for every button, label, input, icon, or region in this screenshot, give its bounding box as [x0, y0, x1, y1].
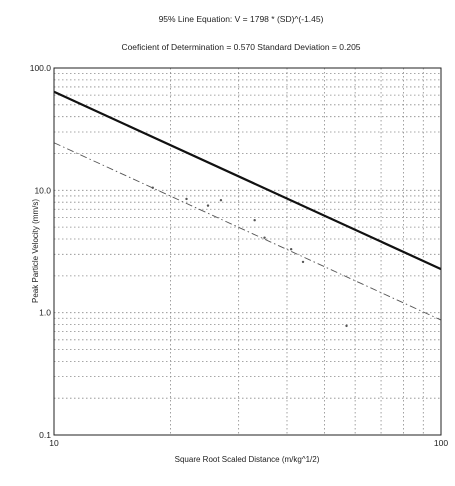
y-tick-label: 1.0 — [39, 308, 51, 318]
y-tick-label: 100.0 — [30, 63, 52, 73]
data-point — [263, 236, 266, 239]
y-tick-label: 10.0 — [34, 185, 51, 195]
grid-lines — [54, 68, 441, 435]
data-point — [219, 199, 223, 202]
data-point — [185, 197, 188, 201]
y-axis-label: Peak Particle Velocity (mm/s) — [31, 199, 40, 303]
series-line-solid — [53, 90, 442, 271]
x-tick-label: 100 — [434, 438, 448, 448]
x-axis-label: Square Root Scaled Distance (m/kg^1/2) — [175, 455, 320, 464]
data-point — [206, 204, 210, 207]
y-tick-labels: 0.1 1.0 10.0 100.0 — [30, 63, 52, 440]
data-point — [301, 260, 305, 264]
chart-subtitle: Coeficient of Determination = 0.570 Stan… — [121, 42, 360, 52]
data-points — [151, 186, 348, 328]
x-tick-label: 10 — [49, 438, 59, 448]
data-point — [289, 248, 293, 251]
plot-frame — [53, 67, 442, 436]
data-point — [345, 324, 348, 328]
series-lines — [53, 90, 442, 321]
data-point — [253, 218, 256, 222]
series-line-dash-dot — [53, 142, 442, 321]
chart-title: 95% Line Equation: V = 1798 * (SD)^(-1.4… — [159, 14, 324, 24]
x-tick-labels: 10 100 — [49, 438, 448, 448]
data-point — [151, 186, 154, 189]
y-tick-label: 0.1 — [39, 430, 51, 440]
